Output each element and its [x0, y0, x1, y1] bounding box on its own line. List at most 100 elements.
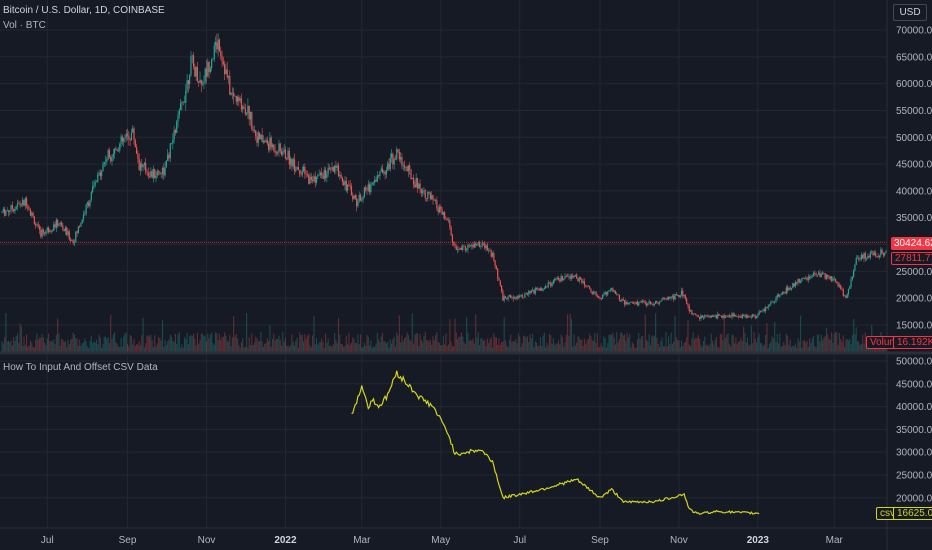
volume-bar	[409, 339, 411, 352]
candle-body	[128, 135, 130, 140]
candle-body	[845, 295, 847, 298]
candle-body	[266, 139, 268, 144]
y-tick-label: 40000.00	[896, 402, 932, 413]
candle-body	[356, 198, 358, 207]
volume-bar	[68, 344, 70, 352]
candle-body	[136, 146, 138, 154]
candle-body	[611, 288, 613, 290]
volume-bar	[757, 337, 759, 352]
volume-bar	[89, 340, 91, 352]
candle-body	[428, 191, 430, 194]
candle-body	[80, 222, 82, 227]
volume-bar	[785, 334, 787, 352]
candle-body	[818, 272, 820, 275]
candle-body	[740, 316, 742, 318]
candle-body	[731, 313, 733, 318]
candle-body	[849, 286, 851, 290]
indicator-legend[interactable]: How To Input And Offset CSV Data	[3, 362, 158, 373]
candle-body	[578, 277, 580, 282]
y-tick-label: 50000.00	[896, 133, 932, 144]
volume-bar	[706, 344, 708, 352]
volume-bar	[200, 333, 202, 352]
candle-body	[759, 311, 762, 313]
candle-body	[750, 316, 752, 318]
volume-bar	[753, 332, 755, 352]
candle-body	[730, 316, 732, 318]
volume-bar	[530, 338, 532, 352]
volume-bar	[279, 339, 281, 352]
candle-body	[607, 291, 609, 295]
volume-bar	[875, 347, 877, 352]
volume-bar	[555, 343, 557, 352]
volume-bar	[317, 344, 319, 352]
candle-body	[482, 242, 485, 244]
symbol-legend[interactable]: Bitcoin / U.S. Dollar, 1D, COINBASE	[3, 5, 165, 16]
volume-bar	[51, 341, 54, 352]
candle-body	[279, 143, 281, 152]
candle-body	[335, 165, 337, 168]
candle-body	[270, 137, 272, 148]
candle-body	[529, 291, 531, 293]
volume-bar	[842, 335, 844, 352]
volume-bar	[406, 332, 408, 352]
candle-body	[49, 230, 51, 233]
volume-bar	[393, 336, 395, 352]
volume-bar	[405, 337, 407, 352]
volume-bar	[115, 342, 117, 352]
volume-bar	[824, 336, 826, 352]
volume-bar	[468, 340, 470, 352]
candle-body	[766, 307, 768, 309]
volume-bar	[278, 335, 280, 352]
candle-body	[823, 272, 825, 274]
volume-bar	[23, 336, 25, 352]
volume-bar	[62, 339, 64, 352]
candle-body	[178, 109, 180, 115]
volume-bar	[441, 345, 443, 352]
volume-bar	[744, 332, 746, 352]
candle-body	[662, 298, 664, 300]
candle-body	[388, 163, 390, 170]
candle-body	[829, 276, 831, 279]
candle-body	[440, 206, 442, 210]
volume-bar	[383, 341, 385, 352]
candle-body	[684, 295, 686, 299]
volume-bar	[352, 337, 354, 352]
candle-body	[793, 283, 795, 287]
candle-body	[548, 282, 551, 283]
volume-bar	[631, 342, 633, 352]
volume-bar	[836, 332, 838, 352]
candle-body	[727, 315, 729, 317]
volume-bar	[590, 336, 592, 352]
volume-bar	[770, 341, 772, 352]
volume-bar	[167, 341, 169, 352]
candle-body	[124, 137, 126, 139]
volume-bar	[554, 345, 556, 352]
candle-body	[416, 177, 419, 189]
candle-body	[248, 105, 250, 120]
candle-body	[520, 294, 522, 296]
candle-body	[198, 81, 200, 83]
volume-legend[interactable]: Vol · BTC	[3, 20, 46, 31]
candle-body	[434, 200, 437, 201]
volume-bar	[97, 344, 99, 352]
volume-bar	[489, 339, 491, 352]
volume-bar	[447, 344, 450, 352]
candle-body	[125, 133, 127, 138]
candle-body	[664, 298, 666, 300]
candle-body	[82, 214, 85, 220]
candle-body	[158, 171, 160, 173]
currency-button[interactable]: USD	[893, 4, 927, 21]
candle-body	[174, 129, 177, 134]
candle-body	[595, 291, 597, 296]
volume-bar	[161, 320, 164, 352]
candle-body	[227, 75, 230, 78]
candle-body	[33, 216, 35, 225]
csv-line	[351, 370, 760, 515]
volume-bar	[424, 332, 426, 352]
volume-bar	[823, 337, 825, 352]
volume-bar	[798, 341, 800, 352]
candle-body	[640, 301, 642, 303]
volume-bar	[535, 342, 538, 352]
volume-bar	[846, 339, 848, 352]
